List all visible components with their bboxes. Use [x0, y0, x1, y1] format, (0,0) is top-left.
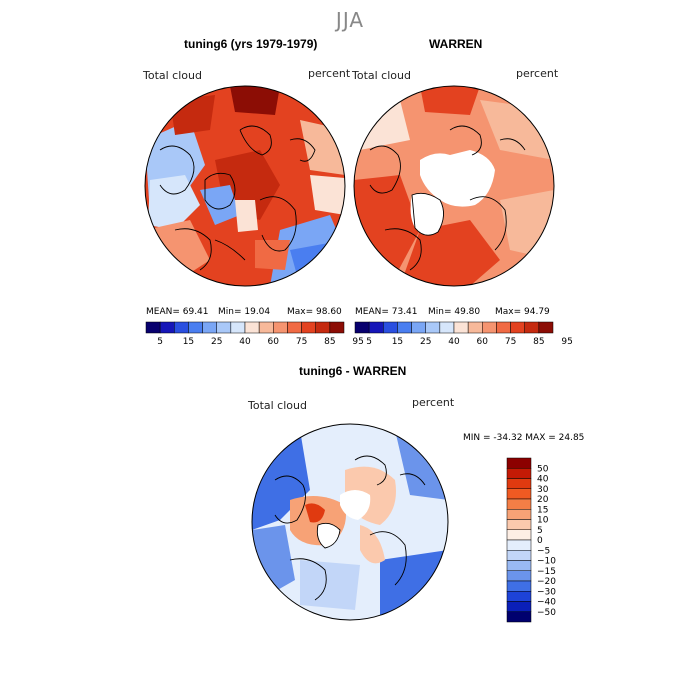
map-obs-total-cloud	[353, 85, 555, 287]
variable-label-diff: Total cloud	[248, 399, 307, 412]
colorbar-swatch	[506, 457, 532, 469]
panel-title-obs: WARREN	[429, 37, 483, 51]
colorbar-swatch	[354, 321, 370, 334]
colorbar-swatch	[439, 321, 455, 334]
colorbar-tick-label: 85	[533, 337, 544, 347]
colorbar-swatch	[329, 321, 345, 334]
colorbar-swatch	[230, 321, 246, 334]
colorbar-tick-label: 5	[366, 337, 372, 347]
stat-max-obs: Max= 94.79	[495, 307, 550, 317]
colorbar-swatch	[506, 591, 532, 602]
stat-min-model: Min= 19.04	[218, 307, 271, 317]
colorbar-swatch	[174, 321, 189, 334]
colorbar-tick-label: 25	[211, 337, 222, 347]
colorbar-swatch	[506, 601, 532, 612]
colorbar-tick-label: −30	[537, 587, 556, 597]
colorbar-swatch	[425, 321, 441, 334]
stat-mean-model: MEAN= 69.41	[146, 307, 209, 317]
colorbar-swatch	[202, 321, 217, 334]
colorbar-swatch	[510, 321, 525, 334]
colorbar-swatch	[482, 321, 497, 334]
colorbar-obs: 5 15 25 40 60 75 85 95	[354, 321, 573, 347]
colorbar-swatch	[496, 321, 511, 334]
colorbar-tick-label: 0	[537, 536, 543, 546]
colorbar-swatch	[506, 519, 532, 530]
colorbar-tick-label: −10	[537, 557, 556, 567]
colorbar-tick-label: 50	[537, 464, 549, 474]
colorbar-swatch	[506, 539, 532, 551]
colorbar-tick-label: 40	[239, 337, 251, 347]
colorbar-tick-label: 25	[420, 337, 431, 347]
units-label-model: percent	[308, 67, 351, 80]
colorbar-tick-label: 5	[157, 337, 163, 347]
colorbar-tick-label: 40	[448, 337, 460, 347]
colorbar-swatch	[287, 321, 302, 334]
stat-minmax-diff: MIN = -34.32 MAX = 24.85	[463, 433, 585, 443]
colorbar-swatch	[188, 321, 203, 334]
stat-min-obs: Min= 49.80	[428, 307, 481, 317]
colorbar-tick-label: 95	[561, 337, 572, 347]
map-model-total-cloud	[144, 85, 346, 287]
colorbar-swatch	[301, 321, 316, 334]
colorbar-tick-label: 60	[268, 337, 280, 347]
colorbar-swatch	[506, 468, 532, 479]
colorbar-tick-label: −5	[537, 546, 550, 556]
stat-mean-obs: MEAN= 73.41	[355, 307, 418, 317]
colorbar-swatch	[506, 570, 532, 582]
colorbar-swatch	[524, 321, 540, 334]
colorbar-swatch	[315, 321, 331, 334]
colorbar-swatch	[506, 498, 532, 510]
colorbar-swatch	[506, 611, 532, 623]
colorbar-swatch	[273, 321, 288, 334]
colorbar-swatch	[411, 321, 426, 334]
colorbar-tick-label: 15	[537, 505, 548, 515]
colorbar-tick-label: −20	[537, 577, 556, 587]
panel-title-model: tuning6 (yrs 1979-1979)	[184, 37, 318, 51]
colorbar-tick-label: −50	[537, 608, 556, 618]
colorbar-swatch	[244, 321, 260, 334]
colorbar-swatch	[216, 321, 232, 334]
colorbar-tick-label: 5	[537, 526, 543, 536]
variable-label-obs: Total cloud	[352, 69, 411, 82]
colorbar-swatch	[506, 580, 532, 592]
colorbar-swatch	[453, 321, 469, 334]
colorbar-tick-label: 10	[537, 516, 549, 526]
stat-max-model: Max= 98.60	[287, 307, 342, 317]
colorbar-swatch	[506, 509, 532, 520]
colorbar-swatch	[397, 321, 412, 334]
colorbar-tick-label: 85	[324, 337, 335, 347]
figure-title: JJA	[335, 8, 365, 32]
colorbar-swatch	[368, 321, 384, 334]
colorbar-tick-label: 95	[352, 337, 363, 347]
colorbar-swatch	[506, 488, 532, 500]
colorbar-tick-label: 75	[505, 337, 516, 347]
colorbar-tick-label: 20	[537, 495, 549, 505]
colorbar-swatch	[159, 321, 175, 334]
colorbar-tick-label: 30	[537, 485, 549, 495]
colorbar-swatch	[506, 529, 532, 541]
map-diff-total-cloud	[251, 423, 449, 621]
colorbar-swatch	[506, 560, 532, 571]
units-label-obs: percent	[516, 67, 559, 80]
panel-title-diff: tuning6 - WARREN	[299, 364, 407, 378]
variable-label-model: Total cloud	[143, 69, 202, 82]
colorbar-tick-label: 15	[183, 337, 194, 347]
units-label-diff: percent	[412, 396, 455, 409]
colorbar-swatch	[538, 321, 554, 334]
colorbar-tick-label: 75	[296, 337, 307, 347]
colorbar-swatch	[506, 550, 532, 561]
colorbar-tick-label: 15	[392, 337, 403, 347]
colorbar-swatch	[383, 321, 398, 334]
colorbar-tick-label: −15	[537, 567, 556, 577]
colorbar-swatch	[258, 321, 274, 334]
colorbar-tick-label: 40	[537, 475, 549, 485]
colorbar-model: 5 15 25 40 60 75 85 95	[145, 321, 364, 347]
colorbar-swatch	[506, 478, 532, 489]
colorbar-swatch	[145, 321, 161, 334]
colorbar-tick-label: −40	[537, 598, 556, 608]
colorbar-swatch	[467, 321, 483, 334]
colorbar-tick-label: 60	[477, 337, 489, 347]
